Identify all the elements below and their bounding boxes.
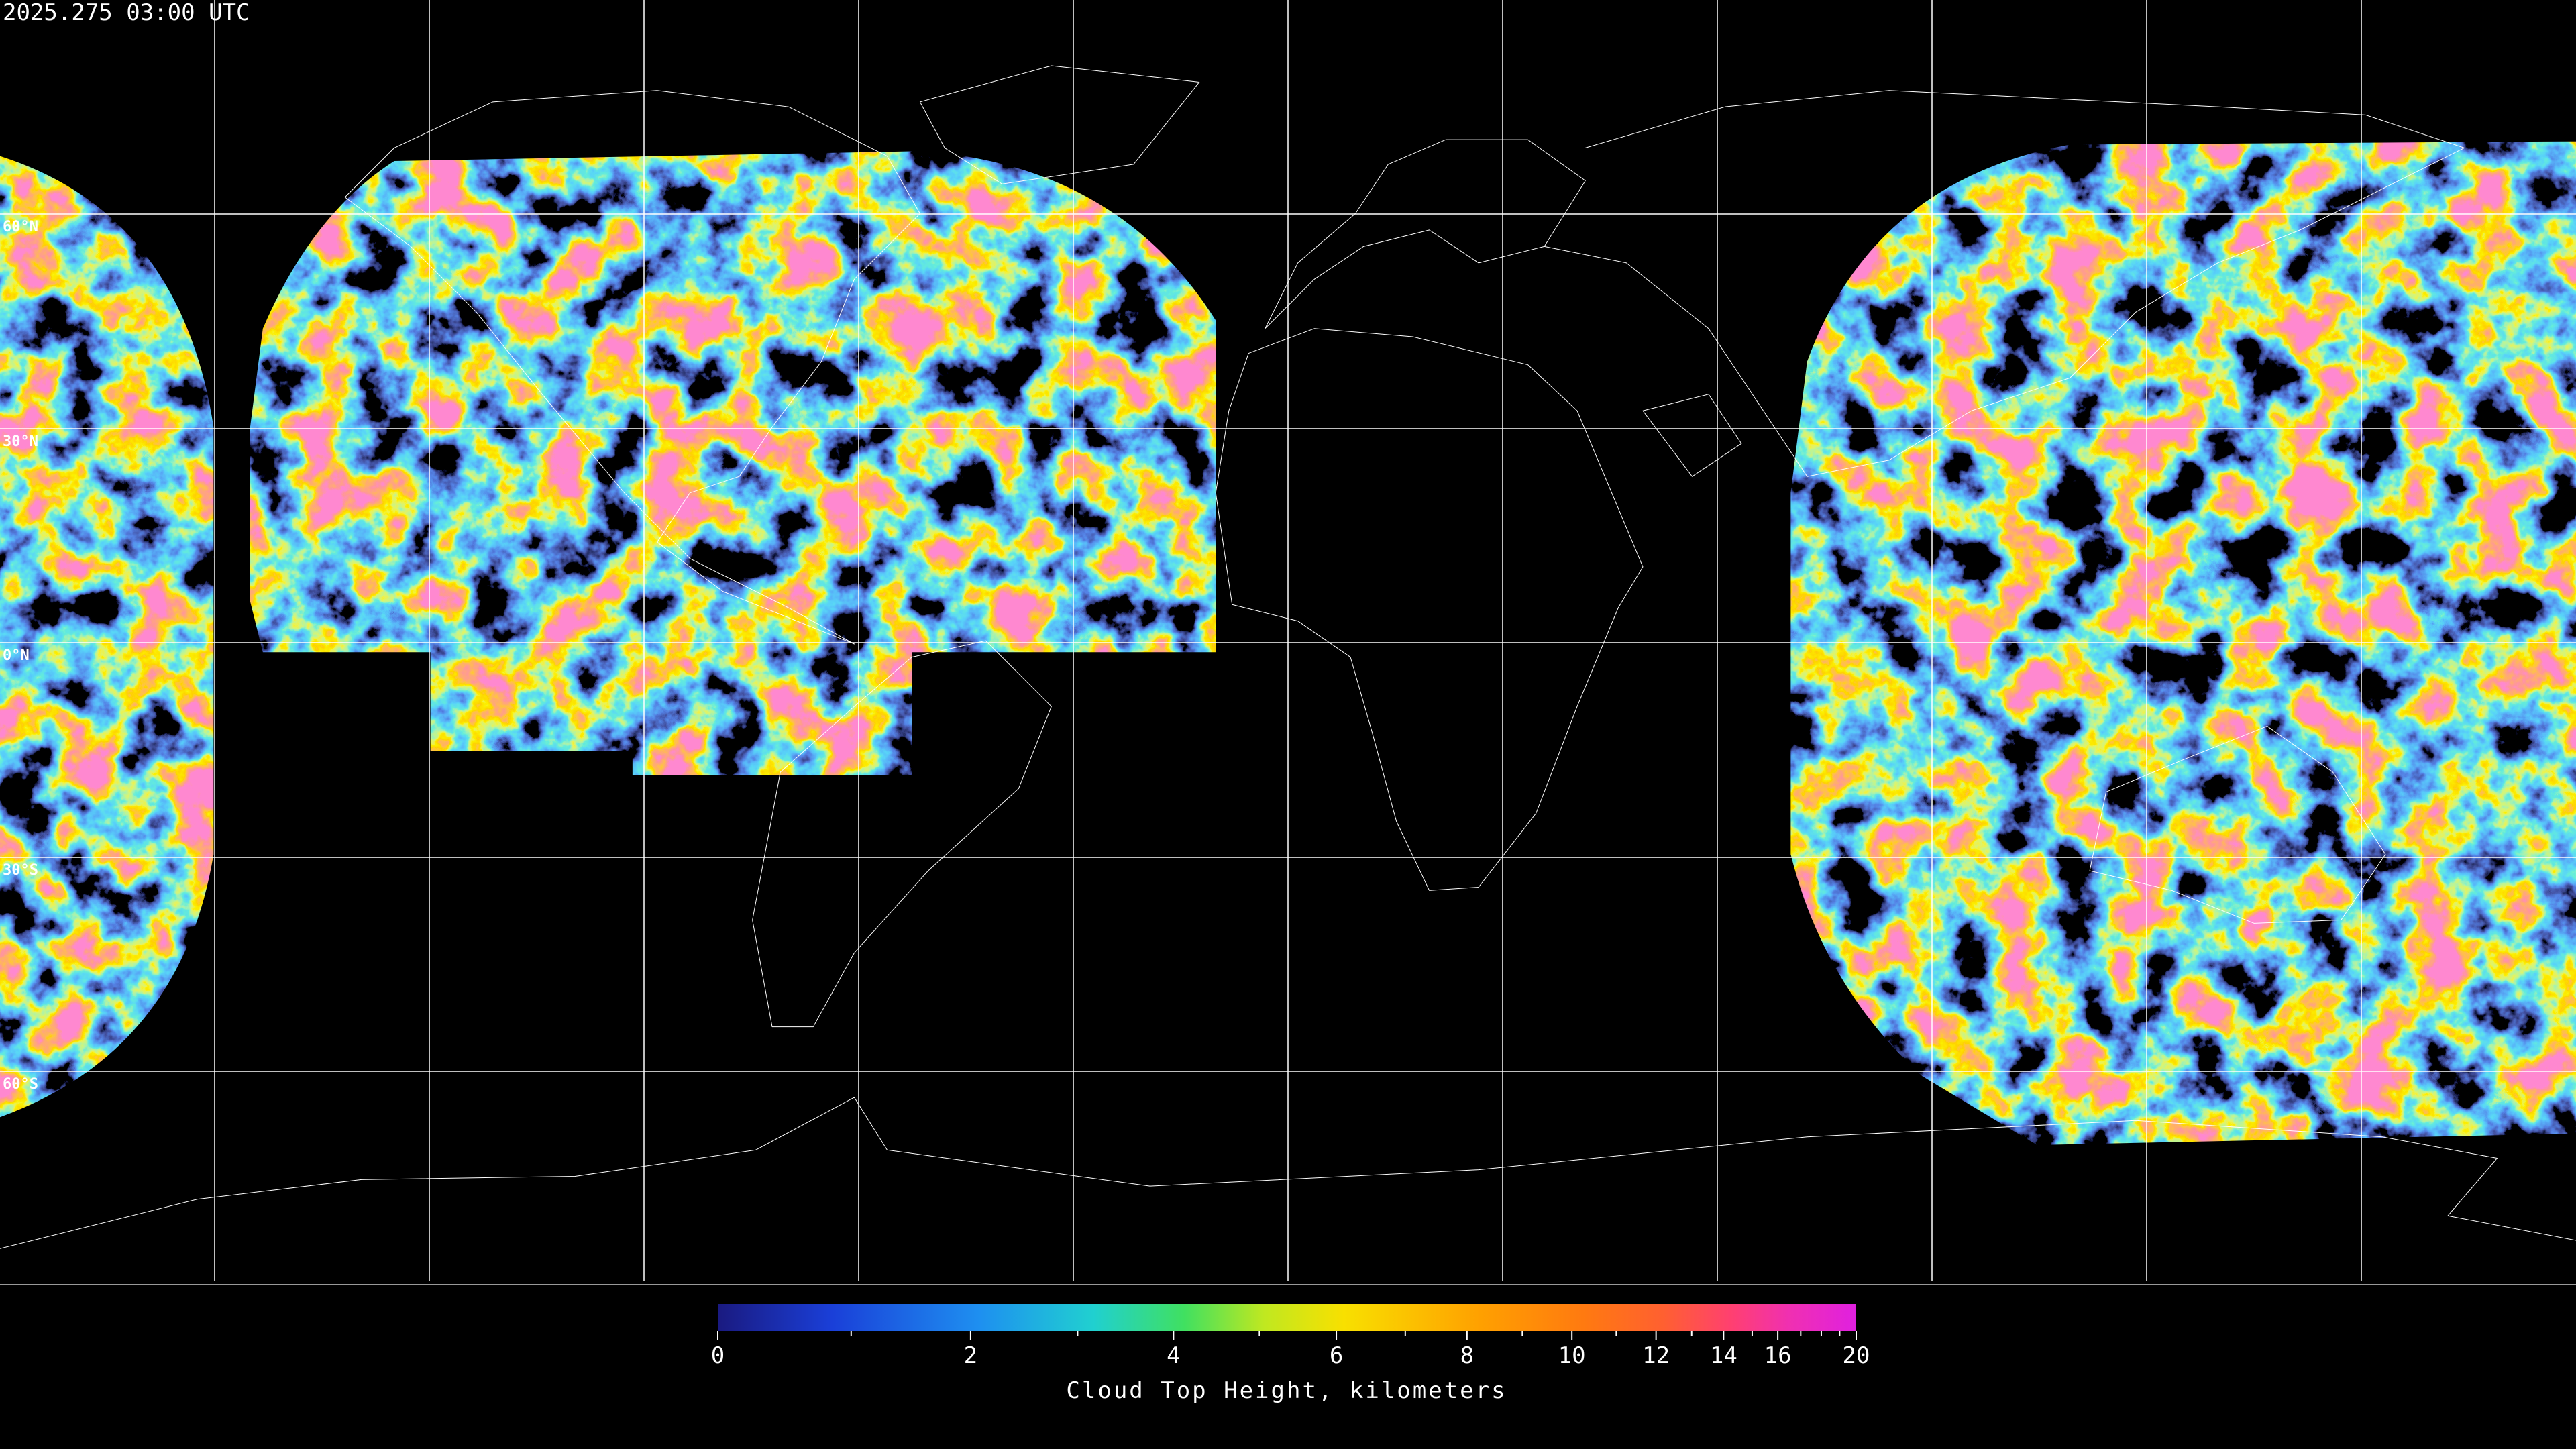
colorbar-tick-label: 20: [1843, 1342, 1870, 1369]
colorbar-tick-label: 10: [1558, 1342, 1586, 1369]
colorbar: [718, 1304, 1856, 1331]
colorbar-tick-label: 12: [1642, 1342, 1670, 1369]
graticule: [0, 0, 2576, 1281]
colorbar-tick-label: 16: [1764, 1342, 1792, 1369]
colorbar-tick-label: 4: [1167, 1342, 1180, 1369]
colorbar-tick-label: 6: [1330, 1342, 1343, 1369]
colorbar-tick-label: 8: [1460, 1342, 1474, 1369]
latitude-label: 60°S: [3, 1076, 38, 1093]
timestamp: 2025.275 03:00 UTC: [3, 0, 250, 26]
colorbar-tick-label: 2: [964, 1342, 977, 1369]
latitude-label: 30°S: [3, 862, 38, 879]
colorbar-label: Cloud Top Height, kilometers: [1066, 1377, 1507, 1404]
latitude-label: 30°N: [3, 433, 38, 450]
colorbar-tick-label: 0: [711, 1342, 724, 1369]
colorbar-tick-label: 14: [1710, 1342, 1737, 1369]
coastlines: [0, 66, 2576, 1248]
latitude-label: 60°N: [3, 219, 38, 235]
latitude-label: 0°N: [3, 647, 30, 664]
